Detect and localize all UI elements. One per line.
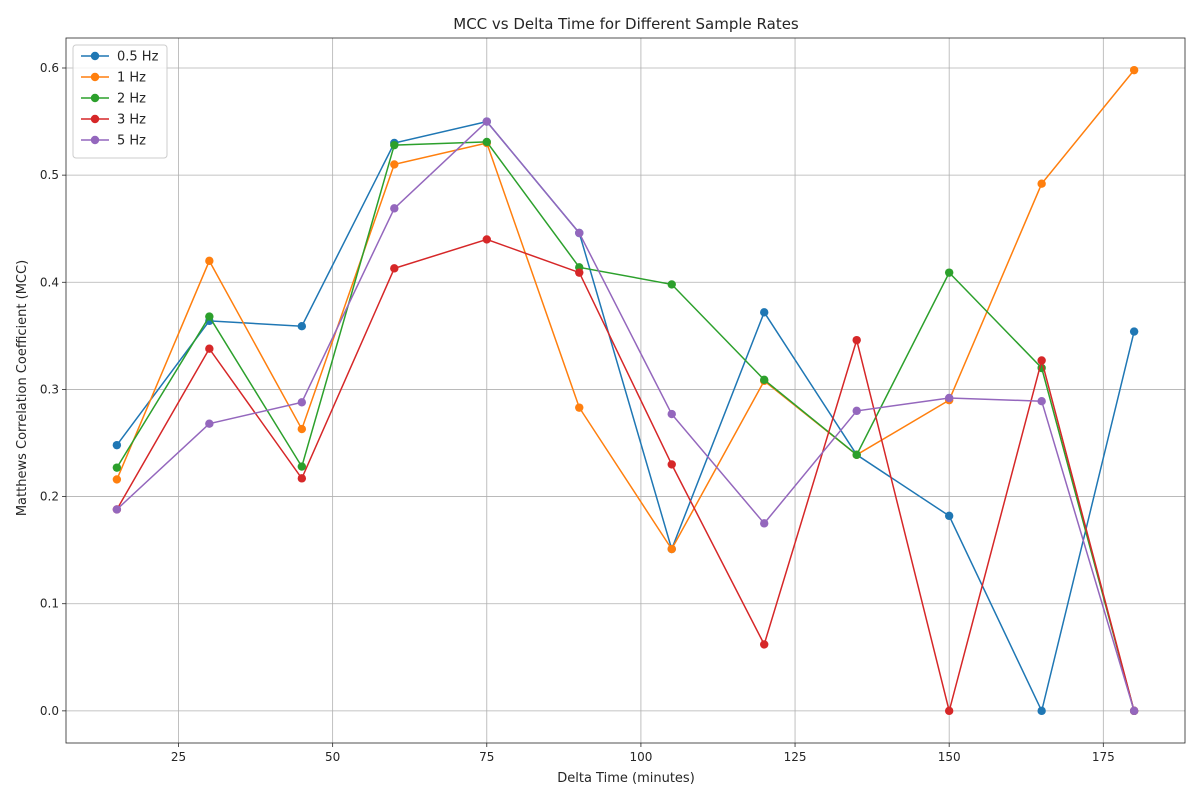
legend-label: 3 Hz (117, 113, 146, 128)
data-point (760, 308, 769, 317)
data-point (944, 706, 954, 716)
data-point (482, 235, 491, 244)
chart-title: MCC vs Delta Time for Different Sample R… (453, 15, 799, 33)
data-point (944, 511, 954, 521)
x-tick-label: 150 (938, 750, 961, 764)
y-tick-label: 0.6 (40, 61, 59, 75)
data-point (667, 544, 676, 554)
data-point (1037, 706, 1046, 716)
data-point (852, 406, 861, 416)
x-axis-label: Delta Time (minutes) (557, 771, 695, 786)
data-point (944, 268, 954, 277)
plot-area (65, 37, 1186, 744)
x-tick-label: 125 (784, 750, 807, 764)
data-point (297, 424, 307, 434)
y-tick-label: 0.3 (40, 382, 59, 396)
legend-marker (90, 72, 100, 82)
legend-marker (90, 114, 100, 124)
legend-label: 2 Hz (117, 92, 146, 107)
data-point (852, 335, 861, 345)
data-point (1129, 65, 1139, 75)
data-point (667, 280, 676, 289)
data-point (112, 440, 122, 450)
y-tick-label: 0.0 (40, 704, 59, 718)
data-point (575, 268, 584, 277)
data-point (205, 256, 214, 266)
x-tick-label: 25 (171, 750, 186, 764)
data-point (112, 475, 122, 484)
y-tick-label: 0.5 (40, 168, 59, 182)
data-point (760, 375, 769, 384)
data-point (852, 450, 861, 459)
data-point (1129, 706, 1139, 716)
series-5-hz (112, 117, 1139, 716)
x-tick-label: 175 (1092, 750, 1115, 764)
legend: 0.5 Hz 1 Hz 2 Hz 3 Hz 5 Hz (72, 44, 168, 159)
data-point (482, 117, 491, 126)
data-point (760, 640, 769, 649)
data-point (1037, 179, 1046, 188)
y-tick-label: 0.2 (40, 490, 59, 504)
legend-marker (90, 51, 100, 61)
legend-label: 5 Hz (117, 134, 146, 149)
data-point (390, 140, 399, 150)
data-point (575, 403, 584, 412)
series-line (116, 69, 1135, 551)
x-tick-label: 75 (479, 750, 494, 764)
data-point (297, 462, 307, 471)
series-line (116, 120, 1135, 712)
legend-marker (90, 135, 100, 145)
data-point (667, 409, 676, 419)
data-point (205, 312, 214, 321)
legend-label: 1 Hz (117, 71, 146, 86)
legend-label: 0.5 Hz (117, 50, 159, 65)
data-point (944, 393, 954, 403)
data-point (390, 264, 399, 273)
data-point (1129, 327, 1139, 336)
data-point (390, 160, 399, 169)
data-point (297, 322, 307, 331)
x-tick-label: 100 (629, 750, 652, 764)
data-point (205, 344, 214, 353)
y-tick-label: 0.1 (40, 597, 59, 611)
data-point (205, 419, 214, 428)
data-point (112, 463, 122, 472)
legend-marker (90, 93, 100, 103)
data-point (112, 505, 122, 514)
series-line (116, 238, 1135, 712)
x-tick-label: 50 (325, 750, 340, 764)
data-point (390, 204, 399, 213)
data-point (297, 398, 307, 407)
y-axis-label: Matthews Correlation Coefficient (MCC) (15, 260, 30, 516)
data-point (1037, 397, 1046, 406)
data-point (1037, 356, 1046, 365)
series-line (116, 120, 1135, 714)
data-point (575, 228, 584, 238)
data-point (760, 519, 769, 528)
series-2-hz (112, 137, 1139, 716)
data-point (667, 460, 676, 469)
data-point (482, 137, 491, 147)
y-tick-label: 0.4 (40, 275, 59, 289)
data-point (297, 474, 307, 483)
series-line (116, 141, 1135, 712)
